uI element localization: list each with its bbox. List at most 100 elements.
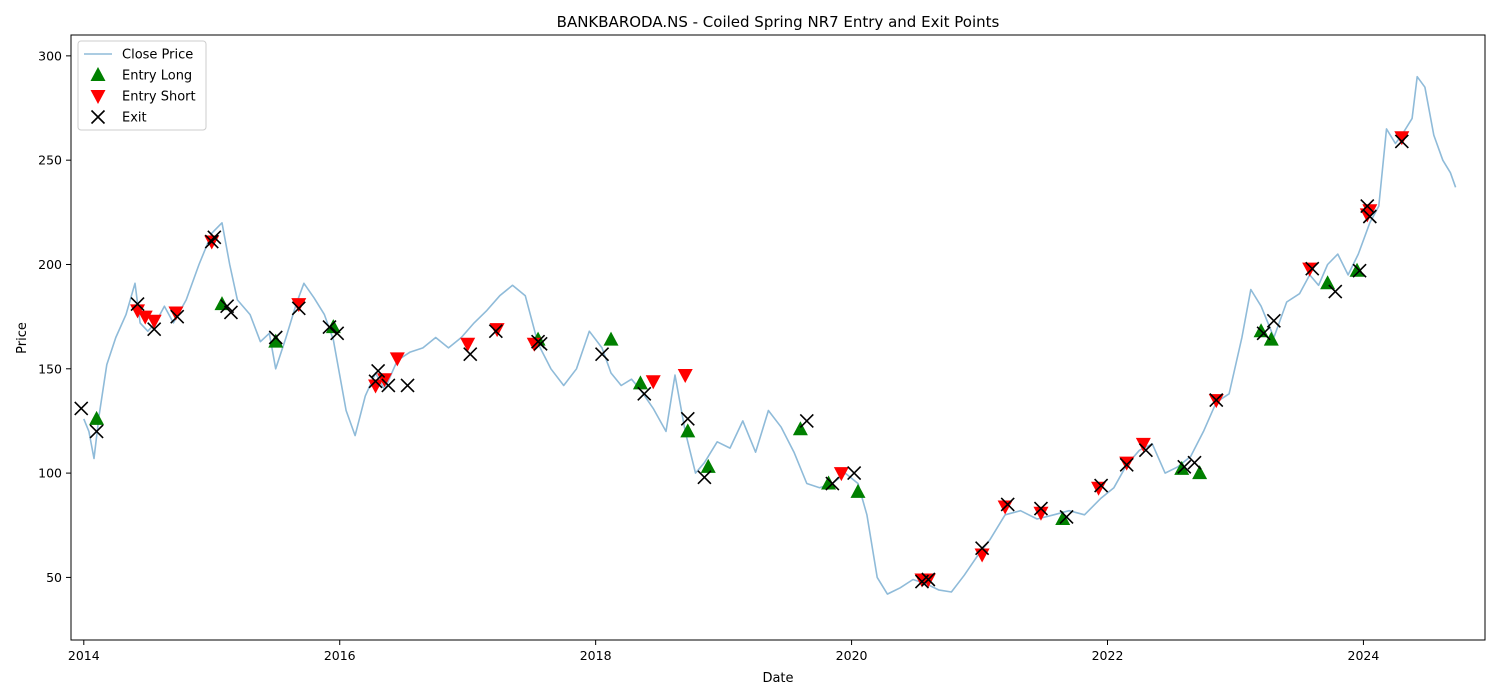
exit-marker [1094, 478, 1109, 493]
x-tick-label: 2016 [324, 648, 356, 663]
x-tick-label: 2024 [1348, 648, 1380, 663]
exit-marker [975, 541, 990, 556]
exit-marker [268, 330, 283, 345]
exit-marker [291, 301, 306, 316]
entry-short-marker [833, 467, 849, 482]
y-tick-label: 200 [38, 257, 62, 272]
y-tick-label: 100 [38, 466, 62, 481]
exit-marker [1328, 284, 1343, 299]
exit-marker [594, 347, 610, 362]
exit-marker [1177, 459, 1192, 474]
legend-box [77, 40, 207, 131]
exit-marker [463, 347, 478, 362]
y-axis-label: Price [15, 322, 30, 354]
legend: Close Price Entry Long Entry Short Exit [77, 40, 207, 131]
exit-marker [322, 320, 337, 335]
entry-short-marker [1135, 437, 1151, 452]
entry-long-marker [1055, 511, 1071, 525]
exit-marker [1394, 134, 1409, 149]
entry-long-marker [632, 375, 648, 390]
legend-label: Entry Short [122, 90, 196, 105]
close-price-line [83, 75, 1457, 595]
exit-marker [204, 234, 219, 249]
exit-marker [637, 386, 652, 401]
entry-long-marker [1174, 460, 1190, 475]
entry-long-marker [821, 475, 837, 490]
exit-marker [533, 336, 548, 351]
entry-short-marker [389, 352, 405, 367]
exit-marker [825, 476, 840, 491]
exit-marker [130, 297, 145, 312]
entry-long-marker [1263, 331, 1279, 346]
exit-marker [1119, 457, 1134, 472]
exit-marker [1138, 443, 1153, 458]
exit-marker [1187, 455, 1202, 470]
entry-short-marker [137, 310, 153, 325]
exit-marker [400, 378, 415, 393]
exit-marker [1362, 209, 1377, 224]
entry-long-marker [850, 483, 866, 498]
exit-marker [74, 401, 89, 416]
exit-marker [1033, 501, 1049, 516]
exit-marker [1059, 509, 1074, 524]
exit-marker [921, 572, 936, 587]
legend-swatch-entry-short [90, 90, 106, 104]
exit-marker [1266, 313, 1281, 328]
x-tick-label: 2022 [1092, 648, 1124, 663]
legend-label: Entry Long [122, 69, 192, 84]
exit-marker [1352, 263, 1367, 278]
entry-long-marker [268, 333, 284, 348]
entry-short-marker [645, 375, 661, 390]
exit-marker [330, 326, 345, 341]
y-tick-label: 150 [38, 361, 62, 376]
plot-area [70, 34, 1486, 641]
entry-short-marker [146, 314, 162, 329]
legend-swatch-entry-long [90, 67, 106, 81]
entry-long-marker [1192, 465, 1208, 480]
legend-label: Close Price [122, 48, 193, 63]
entry-long-marker [700, 458, 716, 473]
exit-marker [381, 378, 396, 393]
exit-marker [1000, 497, 1015, 512]
entry-long-marker [1349, 262, 1365, 277]
exit-marker [207, 230, 222, 245]
exit-marker [170, 309, 185, 324]
entry-long-marker [1320, 275, 1336, 290]
x-axis-label: Date [762, 671, 793, 686]
entry-short-marker [1394, 131, 1410, 146]
entry-long-marker [680, 423, 696, 438]
exit-marker [1256, 326, 1271, 341]
entry-short-marker [291, 298, 307, 313]
entry-short-marker [368, 379, 384, 394]
y-tick-label: 300 [38, 48, 62, 63]
exit-marker [488, 324, 503, 339]
exit-marker [89, 424, 104, 439]
exit-marker [223, 305, 239, 320]
exit-marker [1209, 393, 1224, 408]
exit-marker [371, 363, 386, 378]
entry-short-marker [1302, 262, 1318, 277]
entry-long-marker [792, 421, 808, 436]
chart-title: BANKBARODA.NS - Coiled Spring NR7 Entry … [557, 13, 1000, 31]
y-tick-label: 50 [46, 570, 62, 585]
entry-long-marker [89, 410, 105, 425]
legend-swatch-exit [90, 109, 106, 125]
entry-short-marker [1033, 506, 1049, 521]
x-tick-label: 2014 [68, 648, 100, 663]
entry-long-marker [325, 319, 341, 334]
exit-marker [220, 299, 235, 314]
entry-short-marker [677, 369, 693, 384]
entry-short-marker [460, 337, 476, 352]
exit-marker [1305, 261, 1320, 276]
entry-long-marker [603, 331, 619, 346]
exit-marker [697, 470, 712, 485]
x-tick-label: 2020 [836, 648, 868, 663]
exit-marker [847, 466, 862, 481]
x-tick-label: 2018 [580, 648, 612, 663]
exit-marker [680, 411, 695, 426]
legend-label: Exit [122, 111, 147, 126]
exit-marker [147, 322, 162, 337]
entry-short-marker [168, 306, 184, 321]
y-tick-label: 250 [38, 153, 62, 168]
